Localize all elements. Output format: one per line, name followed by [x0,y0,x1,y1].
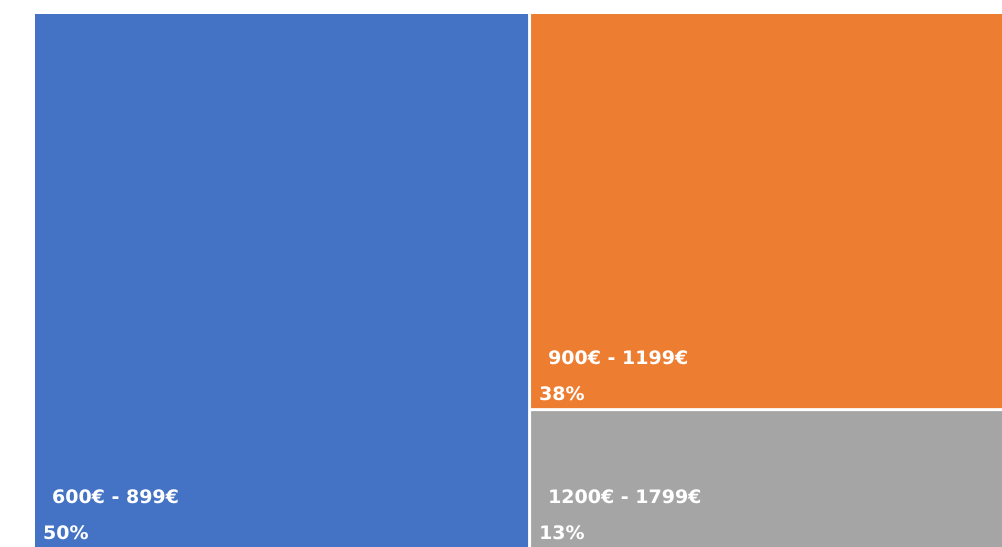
tile-label: 900€ - 1199€ [548,347,688,369]
tile-value-label: 38% [539,383,584,405]
tile-value-label: 13% [539,522,584,544]
tile-label: 1200€ - 1799€ [548,486,701,508]
tile [531,14,1002,409]
tile [35,14,529,547]
tile-value-label: 50% [43,522,88,544]
tile [531,411,1002,547]
tile-label: 600€ - 899€ [52,486,179,508]
